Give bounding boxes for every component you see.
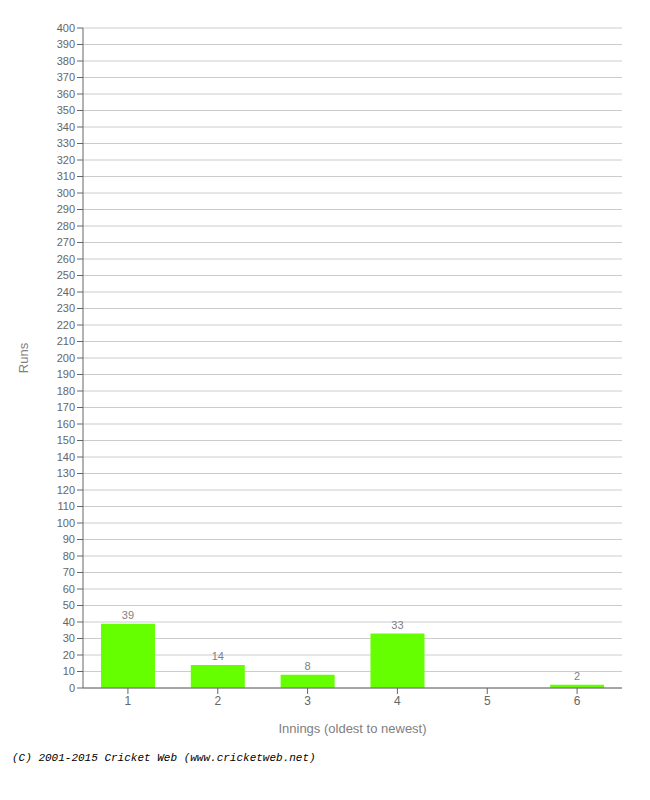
svg-text:230: 230 xyxy=(57,302,75,314)
svg-text:360: 360 xyxy=(57,88,75,100)
svg-text:14: 14 xyxy=(212,650,224,662)
svg-text:160: 160 xyxy=(57,418,75,430)
svg-text:10: 10 xyxy=(63,665,75,677)
svg-text:300: 300 xyxy=(57,187,75,199)
svg-text:2: 2 xyxy=(574,670,580,682)
svg-text:100: 100 xyxy=(57,517,75,529)
svg-text:380: 380 xyxy=(57,55,75,67)
svg-text:2: 2 xyxy=(214,694,221,708)
svg-text:20: 20 xyxy=(63,649,75,661)
svg-text:210: 210 xyxy=(57,335,75,347)
svg-text:3: 3 xyxy=(304,694,311,708)
svg-text:150: 150 xyxy=(57,434,75,446)
svg-text:170: 170 xyxy=(57,401,75,413)
svg-text:330: 330 xyxy=(57,137,75,149)
svg-text:180: 180 xyxy=(57,385,75,397)
svg-text:Innings (oldest to newest): Innings (oldest to newest) xyxy=(278,721,426,736)
svg-text:350: 350 xyxy=(57,104,75,116)
svg-text:280: 280 xyxy=(57,220,75,232)
svg-text:33: 33 xyxy=(391,619,403,631)
svg-text:60: 60 xyxy=(63,583,75,595)
svg-text:90: 90 xyxy=(63,533,75,545)
svg-text:370: 370 xyxy=(57,71,75,83)
svg-text:240: 240 xyxy=(57,286,75,298)
svg-text:1: 1 xyxy=(125,694,132,708)
svg-text:250: 250 xyxy=(57,269,75,281)
svg-text:390: 390 xyxy=(57,38,75,50)
svg-text:290: 290 xyxy=(57,203,75,215)
svg-text:130: 130 xyxy=(57,467,75,479)
svg-text:320: 320 xyxy=(57,154,75,166)
svg-text:30: 30 xyxy=(63,632,75,644)
svg-text:140: 140 xyxy=(57,451,75,463)
svg-text:400: 400 xyxy=(57,22,75,34)
svg-text:310: 310 xyxy=(57,170,75,182)
svg-text:190: 190 xyxy=(57,368,75,380)
svg-text:5: 5 xyxy=(484,694,491,708)
svg-text:200: 200 xyxy=(57,352,75,364)
svg-text:80: 80 xyxy=(63,550,75,562)
svg-text:6: 6 xyxy=(574,694,581,708)
svg-text:39: 39 xyxy=(122,609,134,621)
svg-text:270: 270 xyxy=(57,236,75,248)
svg-text:40: 40 xyxy=(63,616,75,628)
svg-text:0: 0 xyxy=(69,682,75,694)
svg-text:340: 340 xyxy=(57,121,75,133)
svg-text:Runs: Runs xyxy=(16,342,31,373)
svg-text:70: 70 xyxy=(63,566,75,578)
svg-text:110: 110 xyxy=(57,500,75,512)
svg-text:220: 220 xyxy=(57,319,75,331)
svg-text:8: 8 xyxy=(305,660,311,672)
html-text:(C) 2001-2015 Cricket Web (www: (C) 2001-2015 Cricket Web (www.cricketwe… xyxy=(12,752,316,764)
svg-text:50: 50 xyxy=(63,599,75,611)
svg-text:260: 260 xyxy=(57,253,75,265)
svg-text:120: 120 xyxy=(57,484,75,496)
svg-text:4: 4 xyxy=(394,694,401,708)
